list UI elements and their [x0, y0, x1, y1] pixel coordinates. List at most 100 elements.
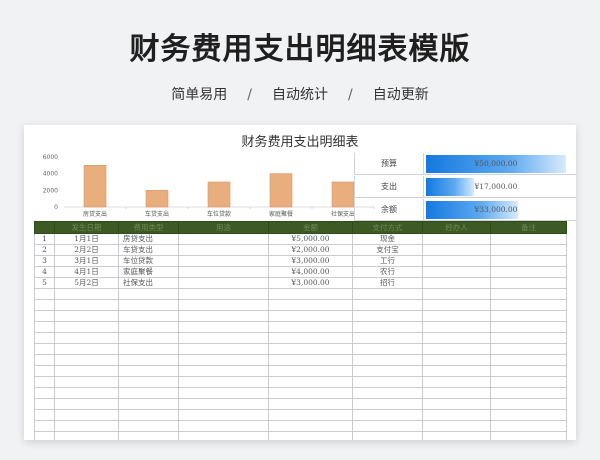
table-cell[interactable]: 现金	[352, 233, 423, 245]
table-cell[interactable]	[34, 288, 55, 300]
table-cell[interactable]	[490, 332, 567, 344]
table-cell[interactable]	[490, 310, 567, 322]
table-cell[interactable]	[118, 354, 179, 366]
table-cell[interactable]: 支付宝	[352, 244, 423, 256]
table-cell[interactable]: 3	[34, 255, 55, 267]
table-cell[interactable]	[352, 321, 423, 333]
table-cell[interactable]	[34, 409, 55, 421]
table-cell[interactable]	[34, 321, 55, 333]
table-cell[interactable]	[352, 288, 423, 300]
table-cell[interactable]	[352, 376, 423, 388]
table-cell[interactable]	[54, 398, 119, 410]
table-cell[interactable]	[490, 321, 567, 333]
table-cell[interactable]	[34, 343, 55, 355]
table-cell[interactable]	[490, 398, 567, 410]
table-cell[interactable]	[118, 409, 179, 421]
table-cell[interactable]	[34, 376, 55, 388]
table-cell[interactable]: 2	[34, 244, 55, 256]
column-header[interactable]: 用途	[178, 221, 269, 234]
table-cell[interactable]	[118, 343, 179, 355]
table-cell[interactable]	[490, 255, 567, 267]
table-cell[interactable]: 车贷支出	[118, 244, 179, 256]
table-cell[interactable]	[422, 398, 491, 410]
table-cell[interactable]	[352, 365, 423, 377]
table-cell[interactable]	[268, 310, 353, 322]
table-cell[interactable]	[178, 332, 269, 344]
table-cell[interactable]	[178, 299, 269, 311]
table-cell[interactable]	[178, 321, 269, 333]
table-cell[interactable]	[352, 398, 423, 410]
table-cell[interactable]	[352, 299, 423, 311]
table-cell[interactable]	[422, 387, 491, 399]
table-cell[interactable]: 工行	[352, 255, 423, 267]
table-cell[interactable]	[490, 277, 567, 289]
table-cell[interactable]	[490, 288, 567, 300]
table-cell[interactable]	[490, 365, 567, 377]
table-cell[interactable]	[268, 299, 353, 311]
table-cell[interactable]	[422, 233, 491, 245]
table-cell[interactable]	[118, 398, 179, 410]
table-cell[interactable]: 4月1日	[54, 266, 119, 278]
table-cell[interactable]	[422, 376, 491, 388]
table-cell[interactable]	[178, 420, 269, 432]
table-cell[interactable]	[178, 255, 269, 267]
table-cell[interactable]: 1月1日	[54, 233, 119, 245]
column-header[interactable]: 经办人	[422, 221, 491, 234]
table-cell[interactable]	[422, 420, 491, 432]
table-cell[interactable]	[54, 343, 119, 355]
table-cell[interactable]: 5	[34, 277, 55, 289]
table-cell[interactable]	[422, 343, 491, 355]
table-cell[interactable]	[268, 321, 353, 333]
table-cell[interactable]	[268, 354, 353, 366]
table-cell[interactable]	[422, 255, 491, 267]
table-cell[interactable]	[34, 420, 55, 432]
table-cell[interactable]	[54, 409, 119, 421]
table-cell[interactable]	[54, 420, 119, 432]
column-header[interactable]: 备注	[490, 221, 567, 234]
table-cell[interactable]	[422, 310, 491, 322]
table-cell[interactable]: 车位贷款	[118, 255, 179, 267]
table-cell[interactable]	[268, 431, 353, 440]
table-cell[interactable]	[422, 321, 491, 333]
table-cell[interactable]: ¥2,000.00	[268, 244, 353, 256]
table-cell[interactable]	[490, 409, 567, 421]
table-cell[interactable]	[118, 310, 179, 322]
table-cell[interactable]	[178, 343, 269, 355]
table-cell[interactable]	[118, 299, 179, 311]
table-cell[interactable]: ¥4,000.00	[268, 266, 353, 278]
table-cell[interactable]	[178, 387, 269, 399]
table-cell[interactable]: 4	[34, 266, 55, 278]
table-cell[interactable]	[54, 354, 119, 366]
table-cell[interactable]	[422, 365, 491, 377]
table-cell[interactable]	[352, 431, 423, 440]
table-cell[interactable]	[34, 365, 55, 377]
table-cell[interactable]	[352, 354, 423, 366]
table-cell[interactable]	[268, 409, 353, 421]
table-cell[interactable]: 3月1日	[54, 255, 119, 267]
table-cell[interactable]	[118, 376, 179, 388]
table-cell[interactable]	[268, 420, 353, 432]
table-cell[interactable]	[34, 332, 55, 344]
table-cell[interactable]	[352, 387, 423, 399]
table-cell[interactable]	[178, 398, 269, 410]
table-cell[interactable]	[54, 321, 119, 333]
table-cell[interactable]	[34, 387, 55, 399]
table-cell[interactable]: 房贷支出	[118, 233, 179, 245]
table-cell[interactable]: ¥3,000.00	[268, 277, 353, 289]
column-header[interactable]	[34, 221, 55, 234]
table-cell[interactable]	[490, 343, 567, 355]
table-cell[interactable]: 招行	[352, 277, 423, 289]
table-cell[interactable]	[422, 431, 491, 440]
table-cell[interactable]: 社保支出	[118, 277, 179, 289]
table-cell[interactable]	[352, 332, 423, 344]
table-cell[interactable]	[54, 332, 119, 344]
table-cell[interactable]	[490, 431, 567, 440]
table-cell[interactable]	[422, 288, 491, 300]
table-cell[interactable]	[54, 310, 119, 322]
table-cell[interactable]	[54, 376, 119, 388]
table-cell[interactable]	[54, 299, 119, 311]
table-cell[interactable]	[54, 387, 119, 399]
table-cell[interactable]	[422, 354, 491, 366]
table-cell[interactable]	[490, 387, 567, 399]
table-cell[interactable]	[178, 365, 269, 377]
